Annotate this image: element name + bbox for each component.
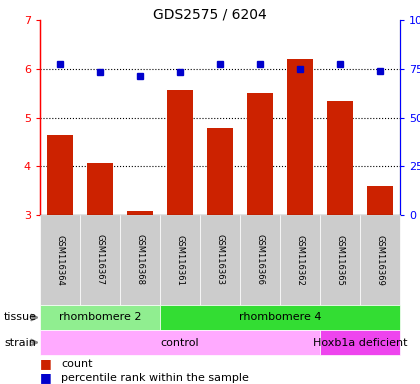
Bar: [327, 101, 353, 215]
Text: rhombomere 4: rhombomere 4: [239, 313, 321, 323]
Text: GSM116369: GSM116369: [375, 235, 384, 285]
Text: tissue: tissue: [4, 313, 37, 323]
Text: ■: ■: [40, 358, 52, 371]
Text: count: count: [61, 359, 92, 369]
Bar: [207, 128, 233, 215]
Text: GSM116362: GSM116362: [296, 235, 304, 285]
Bar: [367, 186, 393, 215]
Bar: [287, 59, 313, 215]
Text: rhombomere 2: rhombomere 2: [59, 313, 141, 323]
Text: percentile rank within the sample: percentile rank within the sample: [61, 373, 249, 383]
Text: Hoxb1a deficient: Hoxb1a deficient: [313, 338, 407, 348]
Text: GSM116368: GSM116368: [136, 235, 144, 285]
Text: GSM116363: GSM116363: [215, 235, 225, 285]
Text: control: control: [161, 338, 200, 348]
Text: GSM116367: GSM116367: [95, 235, 105, 285]
Bar: [247, 93, 273, 215]
Bar: [47, 134, 73, 215]
Bar: [127, 211, 153, 215]
Text: GSM116365: GSM116365: [336, 235, 344, 285]
Text: GSM116364: GSM116364: [55, 235, 65, 285]
Bar: [87, 163, 113, 215]
Text: GDS2575 / 6204: GDS2575 / 6204: [153, 8, 267, 22]
Text: GSM116361: GSM116361: [176, 235, 184, 285]
Text: GSM116366: GSM116366: [255, 235, 265, 285]
Text: ■: ■: [40, 371, 52, 384]
Bar: [167, 90, 193, 215]
Text: strain: strain: [4, 338, 36, 348]
